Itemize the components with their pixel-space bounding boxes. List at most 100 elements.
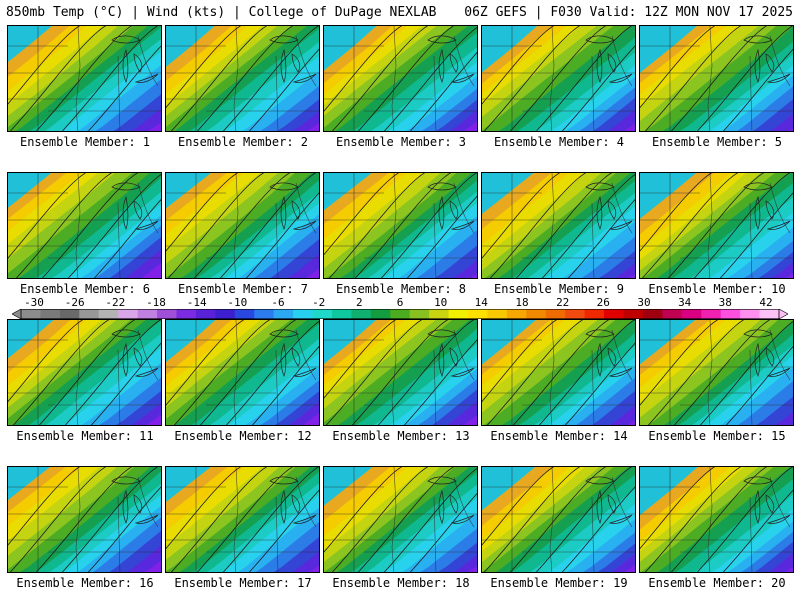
isotherm-line [644, 467, 741, 572]
colorbar-tick-label: -18 [146, 296, 166, 309]
isotherm-line [35, 467, 132, 572]
colorbar-swatch [468, 309, 488, 319]
ensemble-member-label: Ensemble Member: 7 [177, 282, 309, 296]
ensemble-member-map [323, 466, 478, 573]
isotherm-line [324, 320, 396, 399]
temperature-band [292, 111, 319, 131]
ensemble-member-map [7, 25, 162, 132]
state-border [769, 182, 791, 234]
temperature-band [148, 122, 161, 131]
isotherm-line [196, 467, 293, 572]
lake-outline [280, 48, 287, 83]
isotherm-line [541, 174, 635, 278]
isotherm-line [383, 468, 477, 572]
lake-outline [754, 342, 761, 377]
lake-outline [765, 347, 775, 367]
temperature-field-map [324, 26, 477, 131]
isotherm-line [324, 26, 402, 112]
state-border [275, 202, 279, 278]
state-border [433, 349, 437, 425]
colorbar-tick-label: -10 [227, 296, 248, 309]
colorbar-tick-label: -2 [312, 296, 326, 309]
lake-outline [450, 73, 475, 83]
isotherm-line [561, 45, 635, 131]
isotherm-line [644, 26, 741, 131]
temperature-band [770, 113, 793, 131]
colorbar-tick-label: 14 [474, 296, 488, 309]
isotherm-line [8, 320, 83, 403]
isotherm-line [667, 173, 764, 278]
isotherm-line [170, 26, 267, 131]
isotherm-line [482, 467, 554, 546]
colorbar-swatch [293, 309, 314, 319]
state-border [75, 26, 81, 131]
state-border [549, 173, 555, 278]
state-border [137, 476, 159, 528]
state-border [391, 320, 397, 425]
lake-outline [608, 367, 633, 377]
colorbar-swatch [429, 309, 450, 319]
lake-outline [608, 73, 633, 83]
ensemble-member-map [639, 319, 794, 426]
isotherm-line [38, 320, 135, 425]
state-border [275, 55, 279, 131]
isotherm-line [409, 493, 477, 572]
isotherm-line [515, 173, 612, 278]
lake-outline [450, 514, 475, 524]
lake-outline [134, 73, 159, 83]
colorbar-swatch [409, 309, 430, 319]
colorbar-tick-label: -30 [24, 296, 44, 309]
lake-outline [765, 494, 775, 514]
lake-outline [596, 195, 603, 230]
temperature-field-map [324, 467, 477, 572]
temperature-field-map [482, 26, 635, 131]
colorbar-swatch [195, 309, 216, 319]
lake-outline [122, 489, 129, 524]
isotherm-line [166, 467, 241, 550]
isotherm-line [166, 26, 241, 109]
colorbar-swatch [759, 309, 780, 319]
lake-outline [608, 220, 633, 230]
colorbar-max-arrow [778, 309, 788, 319]
temperature-band [127, 545, 161, 572]
isotherm-line [647, 320, 744, 425]
isotherm-line [87, 45, 161, 131]
isotherm-line [538, 320, 635, 425]
isotherm-line [696, 26, 793, 131]
state-border [433, 202, 437, 278]
temperature-band [131, 108, 161, 131]
colorbar-tick-label: 42 [759, 296, 773, 309]
temperature-band [292, 551, 319, 572]
lake-outline [122, 342, 129, 377]
isotherm-line [670, 26, 767, 131]
isotherm-line [166, 173, 238, 252]
state-border [707, 467, 713, 572]
lake-outline [765, 53, 775, 73]
isotherm-line [222, 467, 319, 572]
lake-outline [292, 514, 317, 524]
isotherm-line [12, 320, 109, 425]
state-border [749, 349, 753, 425]
ensemble-member-label: Ensemble Member: 8 [335, 282, 467, 296]
colorbar-swatch [701, 309, 722, 319]
colorbar-min-arrow [12, 309, 22, 319]
isotherm-line [8, 173, 86, 259]
temperature-field-map [166, 173, 319, 278]
temperature-band [449, 110, 477, 131]
state-border [295, 35, 317, 87]
state-border [233, 320, 239, 425]
colorbar-swatch [234, 309, 255, 319]
temperature-band [463, 121, 477, 131]
colorbar-swatch [623, 309, 644, 319]
colorbar-swatch [351, 309, 372, 319]
isotherm-line [670, 467, 767, 572]
state-border [137, 35, 159, 87]
isotherm-line [567, 199, 635, 278]
colorbar-swatch [662, 309, 683, 319]
isotherm-line [354, 173, 451, 278]
isotherm-line [90, 342, 161, 425]
state-border [117, 349, 121, 425]
isotherm-line [166, 320, 244, 406]
isotherm-line [41, 173, 138, 278]
state-border [707, 173, 713, 278]
